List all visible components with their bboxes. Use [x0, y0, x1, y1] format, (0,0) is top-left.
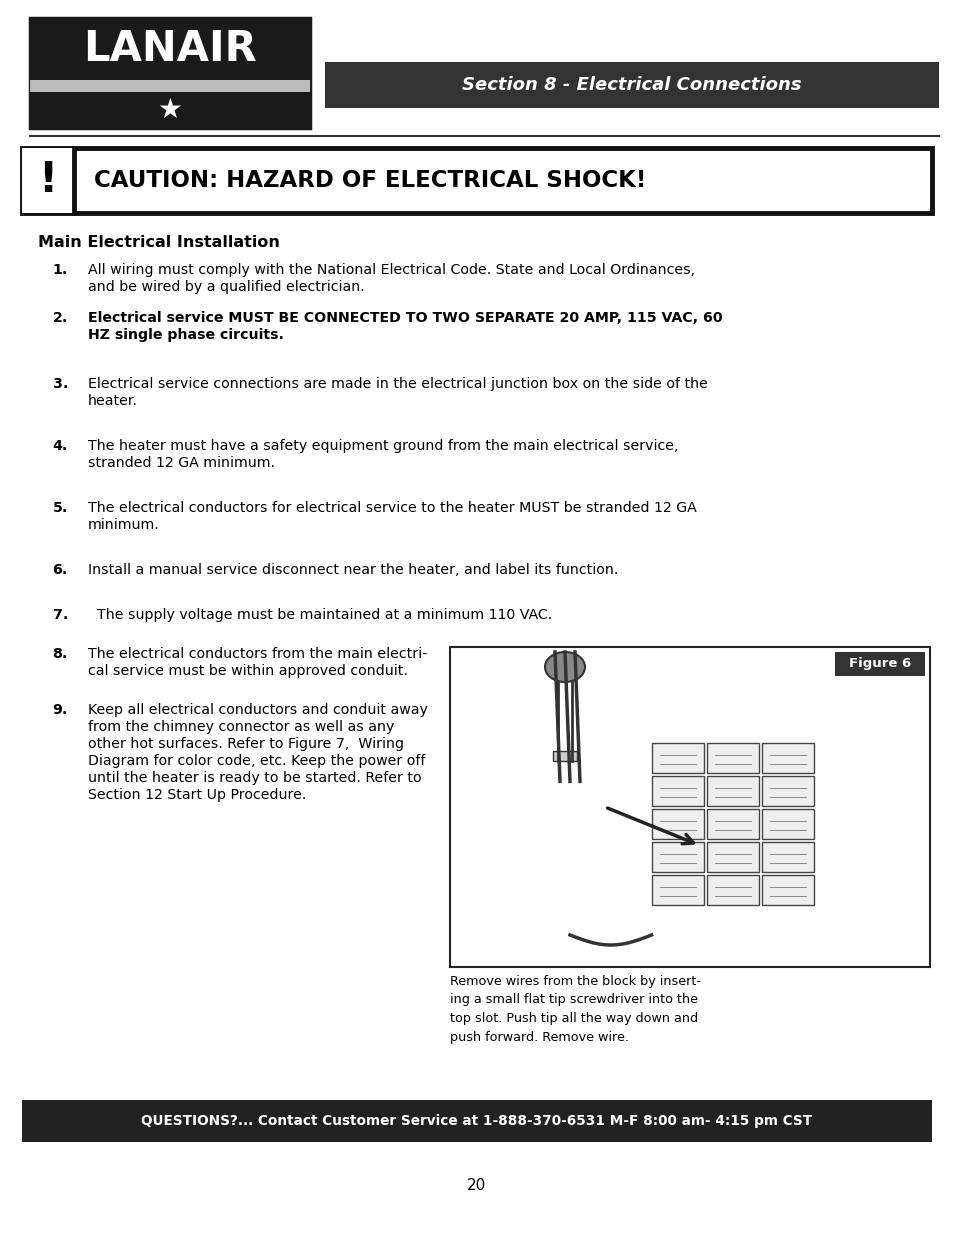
Text: HZ single phase circuits.: HZ single phase circuits. — [88, 329, 284, 342]
Text: cal service must be within approved conduit.: cal service must be within approved cond… — [88, 664, 408, 678]
Text: Remove wires from the block by insert-
ing a small flat tip screwdriver into the: Remove wires from the block by insert- i… — [450, 974, 700, 1044]
Bar — [325, 62, 938, 107]
Bar — [651, 776, 703, 806]
Text: Main Electrical Installation: Main Electrical Installation — [38, 235, 279, 249]
Text: The heater must have a safety equipment ground from the main electrical service,: The heater must have a safety equipment … — [88, 438, 678, 453]
Bar — [760, 809, 813, 839]
Text: 2.: 2. — [52, 311, 68, 325]
Bar — [651, 809, 703, 839]
Text: 3.: 3. — [52, 377, 68, 391]
Bar — [553, 751, 577, 762]
Text: The electrical conductors for electrical service to the heater MUST be stranded : The electrical conductors for electrical… — [88, 501, 696, 515]
Text: 20: 20 — [467, 1177, 486, 1193]
Bar — [760, 876, 813, 905]
Text: 4.: 4. — [52, 438, 68, 453]
Text: Electrical service connections are made in the electrical junction box on the si: Electrical service connections are made … — [88, 377, 707, 391]
Text: 9.: 9. — [52, 703, 68, 718]
Bar — [30, 80, 310, 91]
Text: Install a manual service disconnect near the heater, and label its function.: Install a manual service disconnect near… — [88, 563, 618, 577]
Bar — [30, 19, 310, 80]
Bar — [760, 743, 813, 773]
Text: Keep all electrical conductors and conduit away: Keep all electrical conductors and condu… — [88, 703, 428, 718]
Bar — [706, 876, 758, 905]
Bar — [30, 19, 310, 128]
Text: heater.: heater. — [88, 394, 138, 408]
Text: ★: ★ — [157, 96, 182, 124]
Bar — [30, 91, 310, 128]
Bar — [22, 1100, 931, 1142]
Bar — [22, 148, 74, 212]
Bar — [651, 743, 703, 773]
Text: stranded 12 GA minimum.: stranded 12 GA minimum. — [88, 456, 274, 471]
Bar — [760, 842, 813, 872]
Bar — [834, 652, 924, 676]
Bar — [760, 776, 813, 806]
Text: 7.: 7. — [52, 608, 68, 622]
Text: until the heater is ready to be started. Refer to: until the heater is ready to be started.… — [88, 771, 421, 785]
Bar — [706, 743, 758, 773]
Text: The supply voltage must be maintained at a minimum 110 VAC.: The supply voltage must be maintained at… — [88, 608, 552, 622]
Bar — [706, 842, 758, 872]
Bar — [706, 809, 758, 839]
Text: QUESTIONS?... Contact Customer Service at 1-888-370-6531 M-F 8:00 am- 4:15 pm CS: QUESTIONS?... Contact Customer Service a… — [141, 1114, 812, 1128]
Text: 5.: 5. — [52, 501, 68, 515]
Text: 8.: 8. — [52, 647, 68, 661]
Text: The electrical conductors from the main electri-: The electrical conductors from the main … — [88, 647, 427, 661]
Bar — [651, 842, 703, 872]
Text: 6.: 6. — [52, 563, 68, 577]
Ellipse shape — [544, 652, 584, 682]
Text: Section 12 Start Up Procedure.: Section 12 Start Up Procedure. — [88, 788, 306, 802]
Text: All wiring must comply with the National Electrical Code. State and Local Ordina: All wiring must comply with the National… — [88, 263, 695, 277]
Text: Figure 6: Figure 6 — [848, 657, 910, 671]
Bar — [651, 876, 703, 905]
Text: CAUTION: HAZARD OF ELECTRICAL SHOCK!: CAUTION: HAZARD OF ELECTRICAL SHOCK! — [94, 169, 646, 191]
Text: Electrical service MUST BE CONNECTED TO TWO SEPARATE 20 AMP, 115 VAC, 60: Electrical service MUST BE CONNECTED TO … — [88, 311, 721, 325]
Text: Diagram for color code, etc. Keep the power off: Diagram for color code, etc. Keep the po… — [88, 755, 425, 768]
Text: 1.: 1. — [52, 263, 68, 277]
Text: and be wired by a qualified electrician.: and be wired by a qualified electrician. — [88, 280, 364, 294]
Text: from the chimney connector as well as any: from the chimney connector as well as an… — [88, 720, 394, 734]
Text: Section 8 - Electrical Connections: Section 8 - Electrical Connections — [461, 77, 801, 94]
Text: LANAIR: LANAIR — [83, 28, 256, 70]
Bar — [706, 776, 758, 806]
Bar — [450, 647, 929, 967]
Text: minimum.: minimum. — [88, 517, 159, 532]
Text: !: ! — [38, 159, 57, 201]
Text: other hot surfaces. Refer to Figure 7,  Wiring: other hot surfaces. Refer to Figure 7, W… — [88, 737, 403, 751]
Bar — [22, 148, 931, 212]
